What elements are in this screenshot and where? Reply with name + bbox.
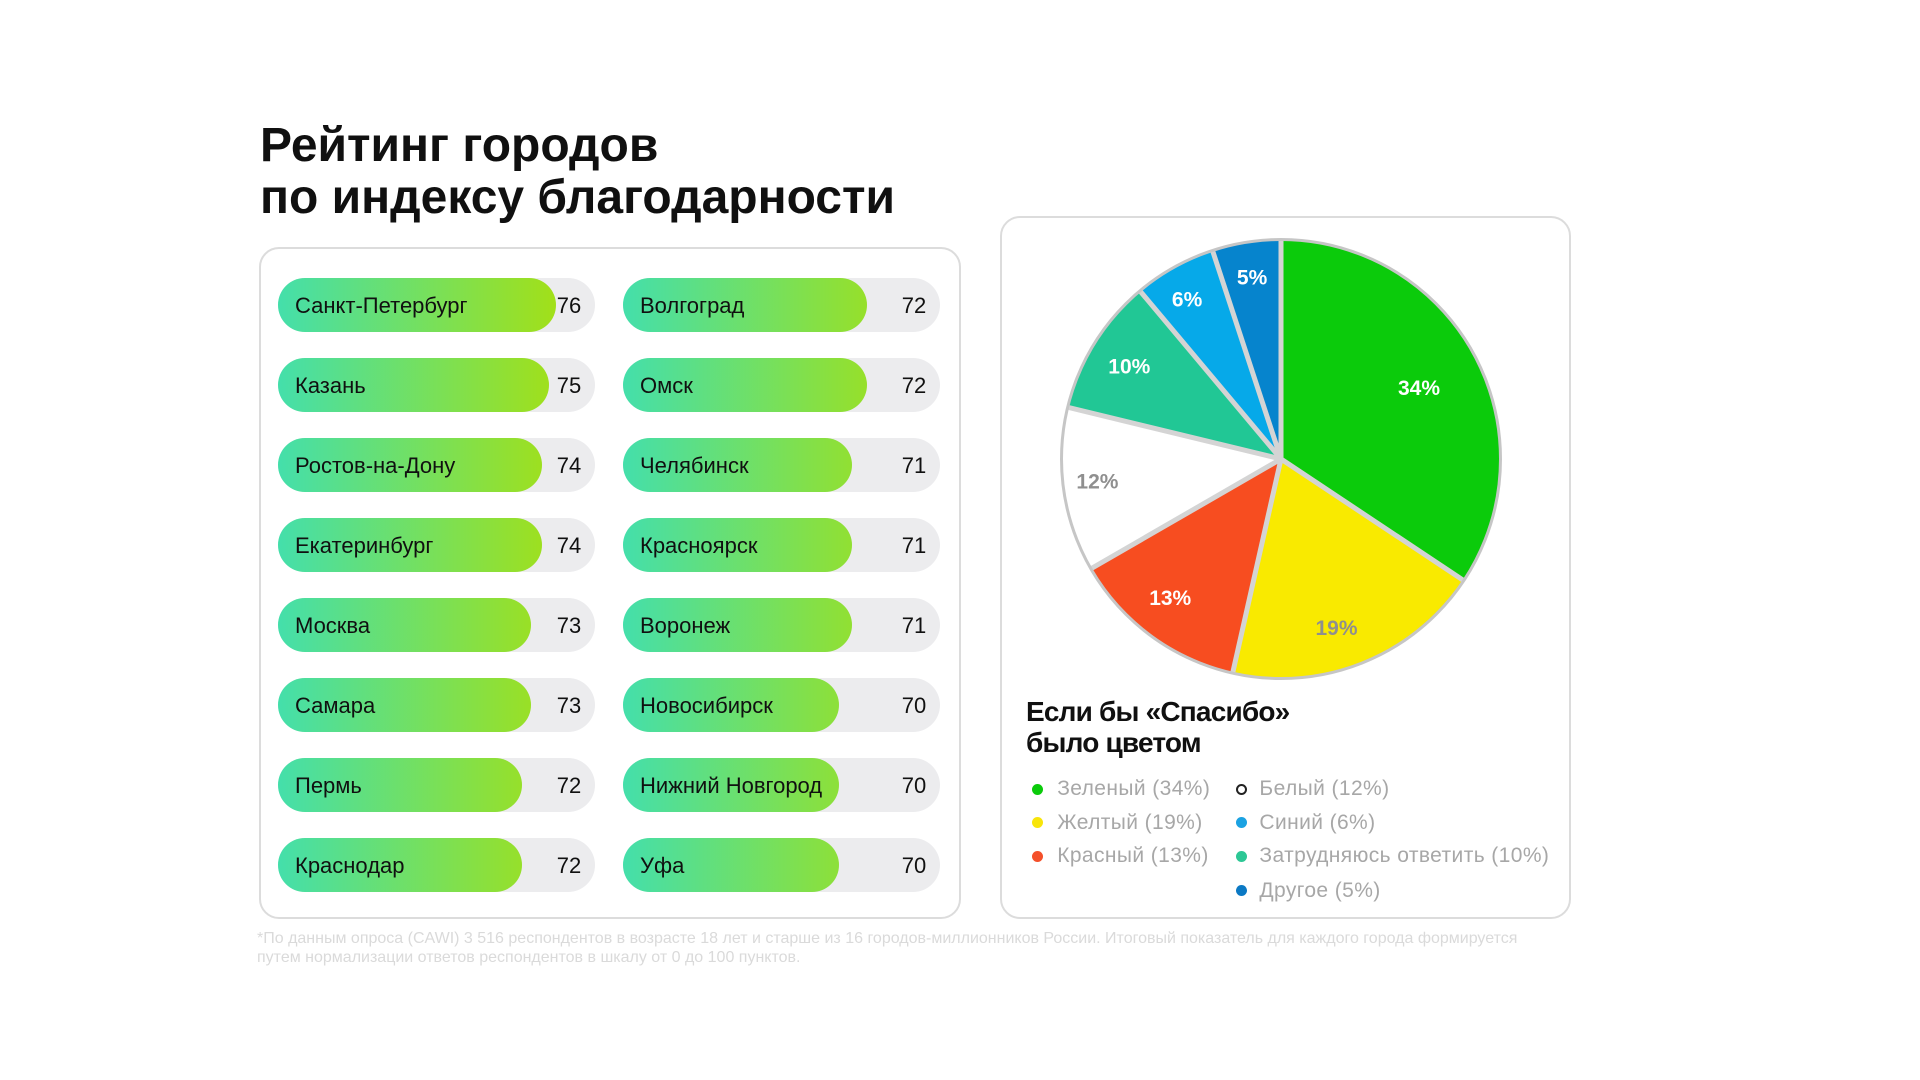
svg-text:13%: 13% [1149, 587, 1191, 610]
svg-text:12%: 12% [1076, 471, 1118, 494]
svg-text:19%: 19% [1315, 617, 1357, 640]
svg-text:34%: 34% [1398, 377, 1440, 400]
svg-text:6%: 6% [1172, 288, 1203, 311]
svg-text:5%: 5% [1237, 267, 1268, 290]
svg-text:10%: 10% [1108, 356, 1150, 379]
